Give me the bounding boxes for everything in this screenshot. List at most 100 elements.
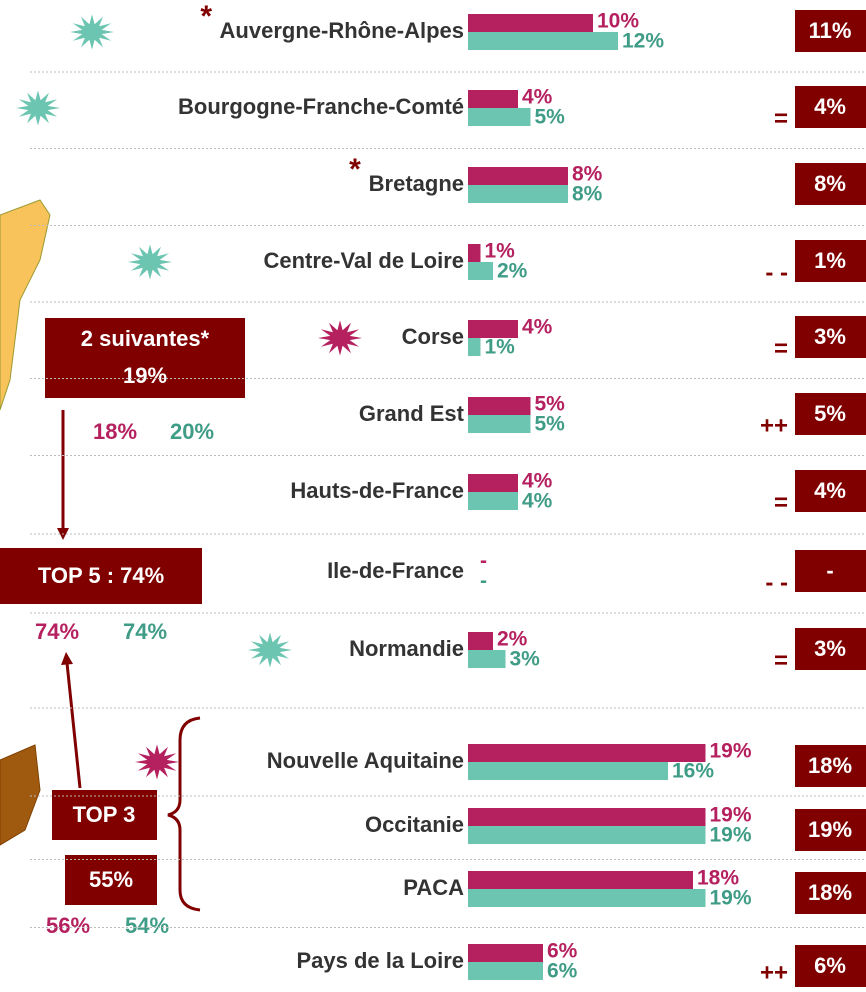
brace bbox=[167, 716, 201, 912]
value-label: 4% bbox=[522, 316, 553, 339]
footnote-mark: * bbox=[349, 153, 361, 186]
total-box bbox=[795, 945, 866, 987]
bar bbox=[468, 244, 481, 262]
bar bbox=[468, 90, 518, 108]
total-box bbox=[795, 393, 866, 435]
value-label: 5% bbox=[535, 413, 566, 436]
category-label: Bourgogne-Franche-Comté bbox=[178, 94, 464, 119]
bar bbox=[468, 320, 518, 338]
bar bbox=[468, 744, 706, 762]
trend-symbol: ++ bbox=[760, 959, 788, 986]
group-total: 55% bbox=[89, 867, 133, 892]
value-label: 4% bbox=[522, 86, 553, 109]
value-label: 19% bbox=[710, 824, 752, 847]
total-box bbox=[795, 872, 866, 914]
total-label: 8% bbox=[814, 171, 846, 196]
category-label: Auvergne-Rhône-Alpes bbox=[220, 18, 464, 43]
bar bbox=[468, 944, 543, 962]
group-box bbox=[45, 318, 245, 398]
category-label: Grand Est bbox=[359, 401, 465, 426]
value-label: 18% bbox=[697, 867, 739, 890]
bar bbox=[468, 492, 518, 510]
group-total: 19% bbox=[123, 363, 167, 388]
bar bbox=[468, 108, 531, 126]
value-label: 19% bbox=[710, 887, 752, 910]
total-label: 18% bbox=[808, 880, 852, 905]
group-value: 18% bbox=[93, 419, 137, 444]
bar bbox=[468, 826, 706, 844]
group-value: 54% bbox=[125, 913, 169, 938]
arrow bbox=[65, 662, 82, 789]
total-label: 3% bbox=[814, 636, 846, 661]
group-value: 56% bbox=[46, 913, 90, 938]
map-shape bbox=[0, 744, 41, 846]
value-label: 5% bbox=[535, 393, 566, 416]
total-label: 5% bbox=[814, 401, 846, 426]
value-label: 1% bbox=[485, 240, 516, 263]
total-box bbox=[795, 809, 866, 851]
star-icon bbox=[70, 14, 114, 50]
bar bbox=[468, 397, 531, 415]
total-box bbox=[795, 470, 866, 512]
category-label: Normandie bbox=[349, 636, 464, 661]
total-box bbox=[795, 316, 866, 358]
group-value: 20% bbox=[170, 419, 214, 444]
total-label: 3% bbox=[814, 324, 846, 349]
total-label: 11% bbox=[809, 18, 852, 43]
trend-symbol: = bbox=[774, 647, 788, 674]
category-label: Hauts-de-France bbox=[290, 478, 464, 503]
total-box bbox=[795, 240, 866, 282]
value-label: 2% bbox=[497, 628, 528, 651]
group-box bbox=[65, 855, 157, 905]
bar bbox=[468, 338, 481, 356]
group-box bbox=[52, 790, 157, 840]
bar bbox=[468, 871, 693, 889]
group-title: TOP 3 bbox=[73, 802, 136, 827]
value-label: 6% bbox=[547, 960, 578, 983]
trend-symbol: - - bbox=[765, 259, 788, 286]
value-label: 19% bbox=[710, 740, 752, 763]
star-icon bbox=[248, 632, 292, 668]
total-label: 19% bbox=[808, 817, 852, 842]
value-label: 6% bbox=[547, 940, 578, 963]
bar bbox=[468, 262, 493, 280]
group-value: 74% bbox=[35, 619, 79, 644]
bar bbox=[468, 167, 568, 185]
value-label: 2% bbox=[497, 260, 528, 283]
value-label: 5% bbox=[535, 106, 566, 129]
category-label: Nouvelle Aquitaine bbox=[267, 748, 464, 773]
value-label: 19% bbox=[710, 804, 752, 827]
category-label: Centre-Val de Loire bbox=[263, 248, 464, 273]
total-box bbox=[795, 628, 866, 670]
value-label: 8% bbox=[572, 163, 603, 186]
bar bbox=[468, 185, 568, 203]
arrow-head bbox=[61, 652, 73, 665]
category-label: Corse bbox=[402, 324, 464, 349]
trend-symbol: - - bbox=[765, 569, 788, 596]
total-box bbox=[795, 550, 866, 592]
value-label: 8% bbox=[572, 183, 603, 206]
footnote-mark: * bbox=[200, 0, 212, 33]
category-label: PACA bbox=[403, 875, 464, 900]
star-icon bbox=[16, 90, 60, 126]
bar bbox=[468, 474, 518, 492]
value-label: 10% bbox=[597, 10, 639, 33]
value-label: 12% bbox=[622, 30, 664, 53]
bar bbox=[468, 650, 506, 668]
star-icon bbox=[318, 320, 362, 356]
total-label: - bbox=[826, 558, 833, 583]
group-title: TOP 5 : 74% bbox=[38, 563, 164, 588]
bar bbox=[468, 632, 493, 650]
total-label: 18% bbox=[808, 753, 852, 778]
category-label: Pays de la Loire bbox=[296, 948, 464, 973]
group-box bbox=[0, 548, 202, 604]
bar bbox=[468, 32, 618, 50]
bar bbox=[468, 14, 593, 32]
bar bbox=[468, 808, 706, 826]
group-value: 74% bbox=[123, 619, 167, 644]
bar bbox=[468, 889, 706, 907]
trend-symbol: = bbox=[774, 335, 788, 362]
trend-symbol: ++ bbox=[760, 412, 788, 439]
star-icon bbox=[135, 744, 179, 780]
